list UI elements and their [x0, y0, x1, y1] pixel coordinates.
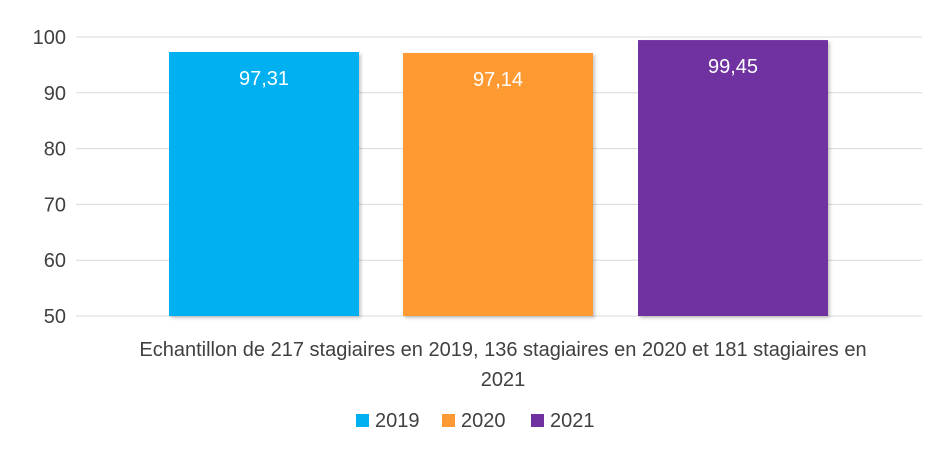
bar-2019 [169, 52, 359, 317]
legend: 2019 2020 2021 [356, 410, 595, 432]
x-axis-category-label: Echantillon de 217 stagiaires en 2019, 1… [139, 339, 866, 391]
legend-item-2021: 2021 [531, 410, 595, 432]
legend-swatch-2021 [531, 414, 544, 427]
bar-2020 [403, 52, 593, 316]
legend-item-2020: 2020 [442, 410, 506, 432]
y-tick-label-50: 50 [44, 306, 66, 328]
y-tick-label-80: 80 [44, 139, 66, 161]
data-label-2019: 97,31 [239, 68, 289, 90]
y-tick-label-90: 90 [44, 83, 66, 105]
y-tick-label-100: 100 [33, 27, 66, 49]
legend-label-2019: 2019 [375, 410, 420, 432]
x-category-label-line-2: 2021 [481, 369, 526, 391]
y-axis-tick-labels: 50 60 70 80 90 100 [33, 27, 66, 328]
legend-item-2019: 2019 [356, 410, 420, 432]
y-tick-label-70: 70 [44, 194, 66, 216]
bar-2021 [638, 40, 828, 316]
legend-label-2021: 2021 [550, 410, 595, 432]
x-category-label-line-1: Echantillon de 217 stagiaires en 2019, 1… [139, 339, 866, 361]
y-tick-label-60: 60 [44, 250, 66, 272]
data-label-2020: 97,14 [473, 69, 523, 91]
data-label-2021: 99,45 [708, 56, 758, 78]
data-labels: 97,31 97,14 99,45 [239, 56, 758, 91]
legend-swatch-2020 [442, 414, 455, 427]
legend-swatch-2019 [356, 414, 369, 427]
legend-label-2020: 2020 [461, 410, 506, 432]
bars [169, 40, 828, 317]
